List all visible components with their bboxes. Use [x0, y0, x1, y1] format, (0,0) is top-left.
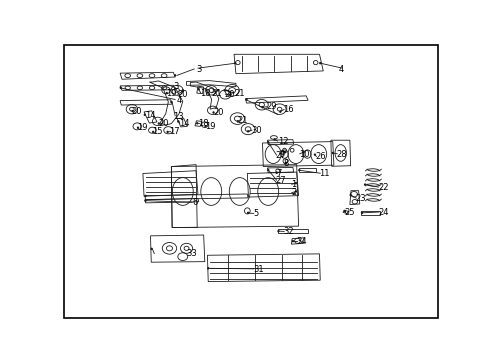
Ellipse shape [229, 93, 231, 96]
Text: 29: 29 [267, 103, 277, 112]
Ellipse shape [166, 92, 168, 94]
Ellipse shape [314, 153, 316, 156]
Text: 4: 4 [177, 95, 182, 104]
Text: 12: 12 [278, 137, 288, 146]
Ellipse shape [207, 267, 209, 270]
Ellipse shape [298, 169, 300, 171]
Ellipse shape [131, 110, 134, 112]
Text: 31: 31 [253, 265, 264, 274]
Ellipse shape [204, 125, 207, 127]
Text: 26: 26 [316, 152, 326, 161]
Text: 3: 3 [196, 65, 201, 74]
Text: 21: 21 [234, 89, 245, 98]
Text: 23: 23 [356, 194, 366, 203]
Ellipse shape [223, 89, 226, 91]
Ellipse shape [284, 151, 287, 153]
Ellipse shape [292, 240, 294, 242]
Text: 14: 14 [179, 119, 190, 128]
Text: 21: 21 [211, 89, 222, 98]
Ellipse shape [295, 182, 297, 184]
Text: 22: 22 [378, 183, 389, 192]
Text: 19: 19 [137, 123, 147, 132]
Ellipse shape [234, 62, 236, 64]
Text: 34: 34 [297, 237, 307, 246]
Text: 27: 27 [276, 151, 287, 160]
Ellipse shape [245, 98, 248, 101]
Text: 28: 28 [337, 150, 347, 158]
Text: 19: 19 [166, 89, 176, 98]
Ellipse shape [364, 183, 366, 186]
Ellipse shape [285, 162, 287, 164]
Text: 18: 18 [200, 89, 211, 98]
Ellipse shape [267, 141, 270, 143]
Ellipse shape [361, 212, 363, 214]
Ellipse shape [174, 74, 176, 77]
Text: 5: 5 [253, 209, 258, 218]
Text: 10: 10 [298, 150, 309, 158]
Ellipse shape [295, 190, 297, 193]
Ellipse shape [212, 111, 215, 114]
Text: 33: 33 [187, 249, 197, 258]
Ellipse shape [273, 138, 276, 141]
Ellipse shape [237, 120, 239, 123]
Ellipse shape [152, 131, 154, 133]
Text: 13: 13 [173, 112, 184, 121]
Text: 15: 15 [152, 127, 163, 136]
Text: 21: 21 [238, 116, 248, 125]
Ellipse shape [332, 152, 334, 154]
Ellipse shape [167, 131, 169, 133]
Text: 20: 20 [158, 119, 169, 128]
Text: 30: 30 [251, 126, 262, 135]
Text: 4: 4 [339, 65, 343, 74]
Text: 32: 32 [283, 227, 294, 236]
Ellipse shape [137, 126, 139, 129]
Ellipse shape [197, 88, 200, 90]
Ellipse shape [177, 120, 179, 123]
Text: 20: 20 [213, 108, 223, 117]
Ellipse shape [247, 130, 249, 132]
Ellipse shape [145, 195, 147, 197]
Text: 3: 3 [173, 82, 179, 91]
Text: 20: 20 [224, 90, 235, 99]
Text: 9: 9 [280, 150, 285, 158]
Ellipse shape [144, 113, 146, 116]
Ellipse shape [267, 168, 270, 171]
Text: 25: 25 [344, 208, 355, 217]
Ellipse shape [277, 230, 280, 233]
Ellipse shape [319, 62, 321, 64]
Text: 20: 20 [177, 90, 188, 99]
Text: 27: 27 [276, 176, 287, 185]
Text: 20: 20 [131, 107, 142, 116]
Text: 24: 24 [378, 208, 389, 217]
Ellipse shape [150, 248, 153, 250]
Ellipse shape [247, 212, 249, 214]
Text: 17: 17 [170, 127, 180, 136]
Ellipse shape [302, 151, 305, 153]
Ellipse shape [158, 122, 160, 125]
Ellipse shape [344, 210, 346, 212]
Text: 16: 16 [283, 105, 294, 114]
Text: 18: 18 [198, 119, 209, 128]
Ellipse shape [349, 194, 352, 196]
Ellipse shape [145, 199, 147, 202]
Ellipse shape [120, 87, 122, 89]
Ellipse shape [276, 171, 278, 174]
Ellipse shape [182, 89, 184, 91]
Text: 14: 14 [145, 111, 155, 120]
Text: 8: 8 [283, 159, 289, 168]
Text: 19: 19 [206, 122, 216, 131]
Ellipse shape [170, 101, 172, 103]
Text: 7: 7 [276, 169, 281, 178]
Ellipse shape [279, 111, 281, 113]
Text: 2: 2 [291, 188, 296, 197]
Ellipse shape [261, 106, 264, 108]
Ellipse shape [196, 122, 198, 125]
Text: 6: 6 [192, 198, 197, 207]
Text: 11: 11 [319, 169, 330, 178]
Ellipse shape [217, 89, 219, 91]
Text: 1: 1 [291, 180, 296, 189]
